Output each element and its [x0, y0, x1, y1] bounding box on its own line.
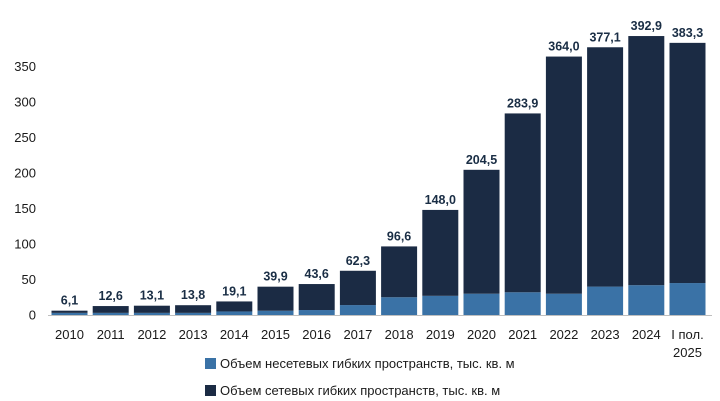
x-tick-label: 2022 — [549, 327, 578, 342]
x-axis: 2010 2011 2012 2013 2014 2015 2016 2017 2018 2019… — [55, 327, 704, 360]
bars — [51, 36, 706, 315]
bar-non-network — [669, 283, 706, 315]
bar-network — [587, 47, 624, 287]
bar-network — [175, 305, 212, 313]
y-tick-label: 200 — [14, 166, 36, 181]
data-label: 62,3 — [346, 254, 370, 268]
legend-swatch-network — [205, 385, 216, 396]
legend-item-network: Объем сетевых гибких пространств, тыс. к… — [205, 383, 500, 398]
data-label: 148,0 — [425, 193, 456, 207]
bar-network — [422, 209, 459, 296]
data-label: 392,9 — [631, 19, 662, 33]
data-label: 204,5 — [466, 153, 497, 167]
data-label: 383,3 — [672, 26, 703, 40]
data-label: 283,9 — [507, 96, 538, 110]
data-label: 12,6 — [99, 289, 123, 303]
x-tick-label: 2025 — [673, 345, 702, 360]
bar-non-network — [545, 293, 582, 315]
x-tick-label: 2021 — [508, 327, 537, 342]
y-tick-label: 350 — [14, 59, 36, 74]
y-tick-label: 100 — [14, 237, 36, 252]
x-tick-label: 2014 — [220, 327, 249, 342]
y-tick-label: 300 — [14, 95, 36, 110]
bar-non-network — [381, 297, 418, 315]
bar-non-network — [51, 312, 88, 315]
legend-label-non-network: Объем несетевых гибких пространств, тыс.… — [220, 356, 515, 371]
data-label: 19,1 — [222, 284, 246, 298]
bar-network — [669, 42, 706, 284]
bar-network — [545, 56, 582, 294]
bar-non-network — [298, 310, 335, 315]
x-tick-label: 2019 — [426, 327, 455, 342]
data-label: 13,8 — [181, 288, 205, 302]
bar-non-network — [339, 305, 376, 315]
bar-network — [339, 270, 376, 306]
bar-non-network — [587, 286, 624, 315]
y-axis: 0 50 100 150 200 250 300 350 — [14, 59, 712, 323]
x-tick-label: 2023 — [591, 327, 620, 342]
x-tick-label: 2016 — [302, 327, 331, 342]
data-label: 39,9 — [263, 270, 287, 284]
bar-network — [92, 306, 129, 313]
bar-non-network — [133, 312, 170, 315]
bar-network — [216, 301, 253, 312]
data-label: 6,1 — [61, 294, 78, 308]
x-tick-label: 2018 — [385, 327, 414, 342]
y-tick-label: 0 — [29, 308, 36, 323]
bar-network — [463, 169, 500, 294]
x-tick-label: 2012 — [137, 327, 166, 342]
bar-non-network — [422, 295, 459, 315]
x-tick-label: 2015 — [261, 327, 290, 342]
data-label: 43,6 — [305, 267, 329, 281]
data-labels: 6,1 12,6 13,1 13,8 19,1 39,9 43,6 62,3 96,6 148,0… — [61, 19, 703, 308]
x-tick-label: 2010 — [55, 327, 84, 342]
bar-network — [257, 286, 294, 311]
x-tick-label: 2020 — [467, 327, 496, 342]
y-tick-label: 50 — [22, 272, 36, 287]
bar-non-network — [216, 311, 253, 315]
legend-label-network: Объем сетевых гибких пространств, тыс. к… — [220, 383, 501, 398]
bar-network — [133, 305, 170, 313]
legend-item-non-network: Объем несетевых гибких пространств, тыс.… — [205, 356, 515, 371]
bar-non-network — [504, 292, 541, 315]
x-tick-label: 2013 — [179, 327, 208, 342]
data-label: 96,6 — [387, 229, 411, 243]
bar-network — [381, 246, 418, 298]
x-tick-label: 2017 — [343, 327, 372, 342]
data-label: 13,1 — [140, 289, 164, 303]
x-tick-label: 2011 — [97, 327, 125, 342]
bar-non-network — [92, 312, 129, 315]
bar-non-network — [175, 312, 212, 315]
x-tick-label: 2024 — [632, 327, 661, 342]
bar-network — [628, 36, 665, 286]
bar-network — [298, 284, 335, 311]
bar-non-network — [463, 293, 500, 315]
data-label: 377,1 — [589, 30, 620, 44]
bar-non-network — [257, 310, 294, 315]
bar-network — [51, 310, 88, 313]
y-tick-label: 250 — [14, 130, 36, 145]
legend-swatch-non-network — [205, 358, 216, 369]
bar-network — [504, 113, 541, 293]
data-label: 364,0 — [548, 40, 579, 54]
y-tick-label: 150 — [14, 201, 36, 216]
bar-non-network — [628, 285, 665, 315]
x-tick-label: I пол. — [671, 327, 703, 342]
